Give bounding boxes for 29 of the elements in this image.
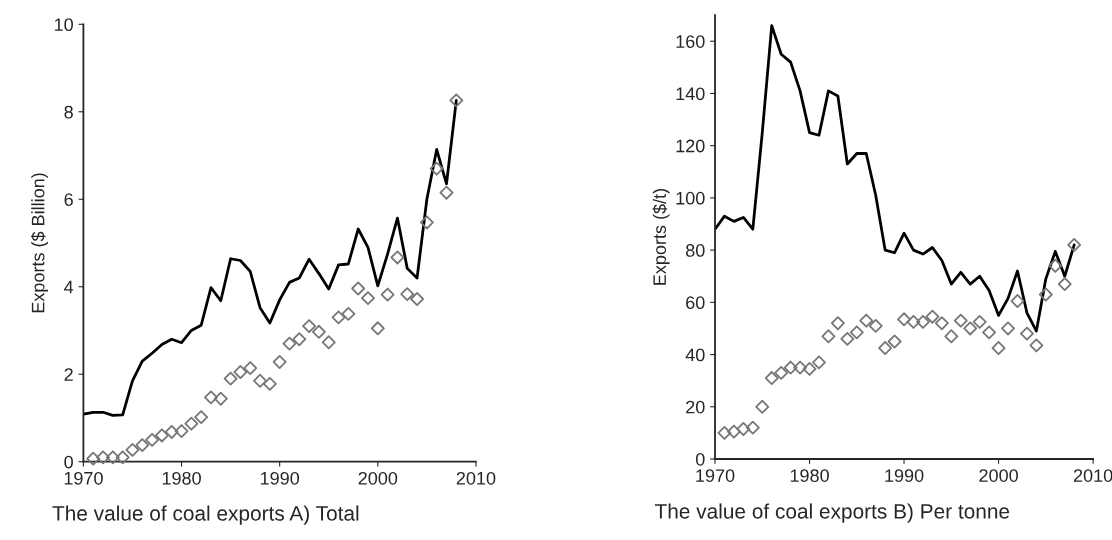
x-tick-label: 1970 xyxy=(696,469,735,482)
y-tick-label: 2 xyxy=(64,368,73,381)
y-tick-label: 80 xyxy=(686,244,705,257)
x-tick-label: 1980 xyxy=(162,471,201,485)
y-tick-label: 60 xyxy=(686,296,705,310)
x-tick-label: 2010 xyxy=(1073,469,1112,482)
y-tick-label: 4 xyxy=(64,280,74,294)
x-tick-label: 2000 xyxy=(979,469,1018,482)
y-tick-label: 0 xyxy=(64,455,73,469)
x-tick-label: 1990 xyxy=(260,471,300,485)
y-axis-title: Exports ($ Billion) xyxy=(30,173,49,313)
x-tick-label: 1990 xyxy=(885,469,924,482)
y-tick-label: 8 xyxy=(64,105,73,119)
y-tick-label: 6 xyxy=(64,193,73,206)
y-tick-label: 0 xyxy=(695,452,705,466)
y-tick-label: 160 xyxy=(676,35,705,48)
text: The value of coal exports A) Total xyxy=(52,505,359,525)
y-axis-title: Exports ($/t) xyxy=(652,189,670,285)
x-tick-label: 2000 xyxy=(358,471,398,485)
y-tick-label: 40 xyxy=(685,348,705,362)
y-tick-label: 120 xyxy=(676,139,705,153)
x-tick-label: 1980 xyxy=(790,469,829,482)
x-tick-label: 1970 xyxy=(64,471,103,485)
text: The value of coal exports B) Per tonne xyxy=(654,503,1010,523)
x-tick-label: 2010 xyxy=(456,471,496,485)
y-tick-label: 20 xyxy=(686,400,705,414)
y-tick-label: 140 xyxy=(676,87,705,101)
y-tick-label: 10 xyxy=(54,18,73,32)
y-tick-label: 100 xyxy=(676,191,705,205)
